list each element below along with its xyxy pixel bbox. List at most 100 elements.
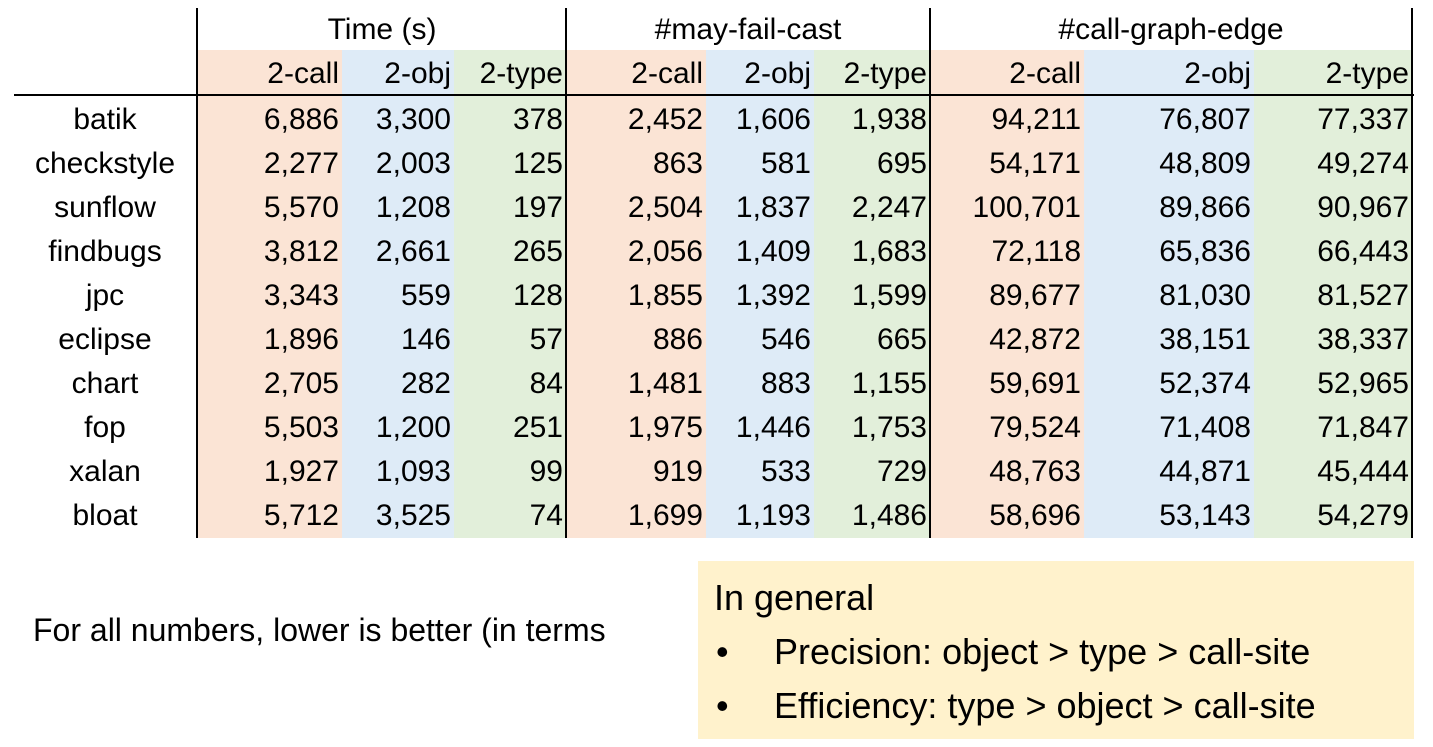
table-cell: 1,683 <box>851 235 927 268</box>
table-cell: 65,836 <box>1159 235 1251 268</box>
table-cell: 57 <box>529 323 563 356</box>
table-cell: 1,938 <box>851 103 927 136</box>
table-cell: 1,155 <box>851 367 927 400</box>
table-cell: 100,701 <box>972 191 1081 224</box>
table-cell: 84 <box>529 367 563 400</box>
table-cell: 695 <box>876 147 927 180</box>
column-background <box>814 50 930 538</box>
callout-item-text: Precision: object > type > call-site <box>774 631 1311 672</box>
table-cell: 1,927 <box>263 455 339 488</box>
table-cell: 45,444 <box>1317 455 1409 488</box>
column-background <box>1084 50 1254 538</box>
column-header: 2-type <box>1325 57 1409 90</box>
footnote-text: For all numbers, lower is better (in ter… <box>33 612 606 648</box>
row-label: bloat <box>72 499 138 532</box>
table-cell: 378 <box>512 103 563 136</box>
table-cell: 2,705 <box>263 367 339 400</box>
table-cell: 77,337 <box>1317 103 1409 136</box>
group-header: Time (s) <box>327 13 437 46</box>
table-cell: 79,524 <box>989 411 1081 444</box>
table-cell: 1,837 <box>735 191 811 224</box>
table-cell: 1,699 <box>627 499 703 532</box>
table-cell: 559 <box>400 279 451 312</box>
callout-title: In general <box>714 577 875 618</box>
summary-callout: In general • Precision: object > type > … <box>698 561 1414 739</box>
table-cell: 6,886 <box>263 103 339 136</box>
table-cell: 49,274 <box>1317 147 1409 180</box>
table-cell: 729 <box>876 455 927 488</box>
table-cell: 5,503 <box>263 411 339 444</box>
table-cell: 128 <box>512 279 563 312</box>
column-divider <box>929 8 931 538</box>
table-cell: 2,504 <box>627 191 703 224</box>
results-table: Time (s) #may-fail-cast #call-graph-edge 2-… <box>14 8 1414 538</box>
table-cell: 58,696 <box>989 499 1081 532</box>
table-cell: 125 <box>512 147 563 180</box>
table-cell: 66,443 <box>1317 235 1409 268</box>
table-cell: 3,300 <box>375 103 451 136</box>
column-header: 2-type <box>479 57 563 90</box>
table-cell: 146 <box>400 323 451 356</box>
table-cell: 265 <box>512 235 563 268</box>
table-cell: 883 <box>760 367 811 400</box>
column-header: 2-obj <box>744 57 811 90</box>
row-label: eclipse <box>58 323 152 356</box>
table-cell: 886 <box>652 323 703 356</box>
table-cell: 1,975 <box>627 411 703 444</box>
table-cell: 81,030 <box>1159 279 1251 312</box>
table-cell: 59,691 <box>989 367 1081 400</box>
table-cell: 54,279 <box>1317 499 1409 532</box>
header-rule <box>14 94 1414 96</box>
table-cell: 76,807 <box>1159 103 1251 136</box>
table-cell: 1,896 <box>263 323 339 356</box>
table-cell: 94,211 <box>991 103 1081 136</box>
table-cell: 2,056 <box>627 235 703 268</box>
table-cell: 99 <box>529 455 563 488</box>
table-cell: 1,486 <box>851 499 927 532</box>
table-cell: 1,753 <box>851 411 927 444</box>
table-cell: 2,003 <box>375 147 451 180</box>
table-cell: 3,525 <box>375 499 451 532</box>
column-background <box>930 50 1084 538</box>
callout-item-efficiency: • Efficiency: type > object > call-site <box>714 679 1414 733</box>
table-cell: 71,847 <box>1317 411 1409 444</box>
table-cell: 1,093 <box>375 455 451 488</box>
table-cell: 919 <box>652 455 703 488</box>
table-cell: 72,118 <box>991 235 1081 268</box>
column-header: 2-type <box>843 57 927 90</box>
table-cell: 1,599 <box>851 279 927 312</box>
table-cell: 54,171 <box>989 147 1081 180</box>
table-cell: 2,452 <box>627 103 703 136</box>
table-cell: 48,763 <box>989 455 1081 488</box>
table-cell: 52,965 <box>1317 367 1409 400</box>
column-header: 2-call <box>267 57 339 90</box>
row-label: fop <box>84 411 126 444</box>
row-label: checkstyle <box>34 147 176 180</box>
table-cell: 71,408 <box>1159 411 1251 444</box>
table-cell: 89,677 <box>989 279 1081 312</box>
column-background <box>1254 50 1412 538</box>
row-label: jpc <box>85 279 125 312</box>
table-cell: 90,967 <box>1317 191 1409 224</box>
table-cell: 2,661 <box>375 235 451 268</box>
column-divider <box>565 8 567 538</box>
table-cell: 1,446 <box>735 411 811 444</box>
table-cell: 1,481 <box>627 367 703 400</box>
table-cell: 282 <box>400 367 451 400</box>
table-cell: 44,871 <box>1159 455 1251 488</box>
table-cell: 1,855 <box>627 279 703 312</box>
row-label: batik <box>73 103 137 136</box>
table-cell: 3,812 <box>263 235 339 268</box>
table-cell: 546 <box>760 323 811 356</box>
table-cell: 2,277 <box>263 147 339 180</box>
table-cell: 665 <box>876 323 927 356</box>
column-header: 2-call <box>631 57 703 90</box>
table-cell: 1,200 <box>375 411 451 444</box>
column-header: 2-obj <box>384 57 451 90</box>
table-cell: 53,143 <box>1159 499 1251 532</box>
table-cell: 1,208 <box>375 191 451 224</box>
table-cell: 1,392 <box>735 279 811 312</box>
table-cell: 74 <box>529 499 563 532</box>
column-background <box>342 50 454 538</box>
row-label: findbugs <box>48 235 162 268</box>
